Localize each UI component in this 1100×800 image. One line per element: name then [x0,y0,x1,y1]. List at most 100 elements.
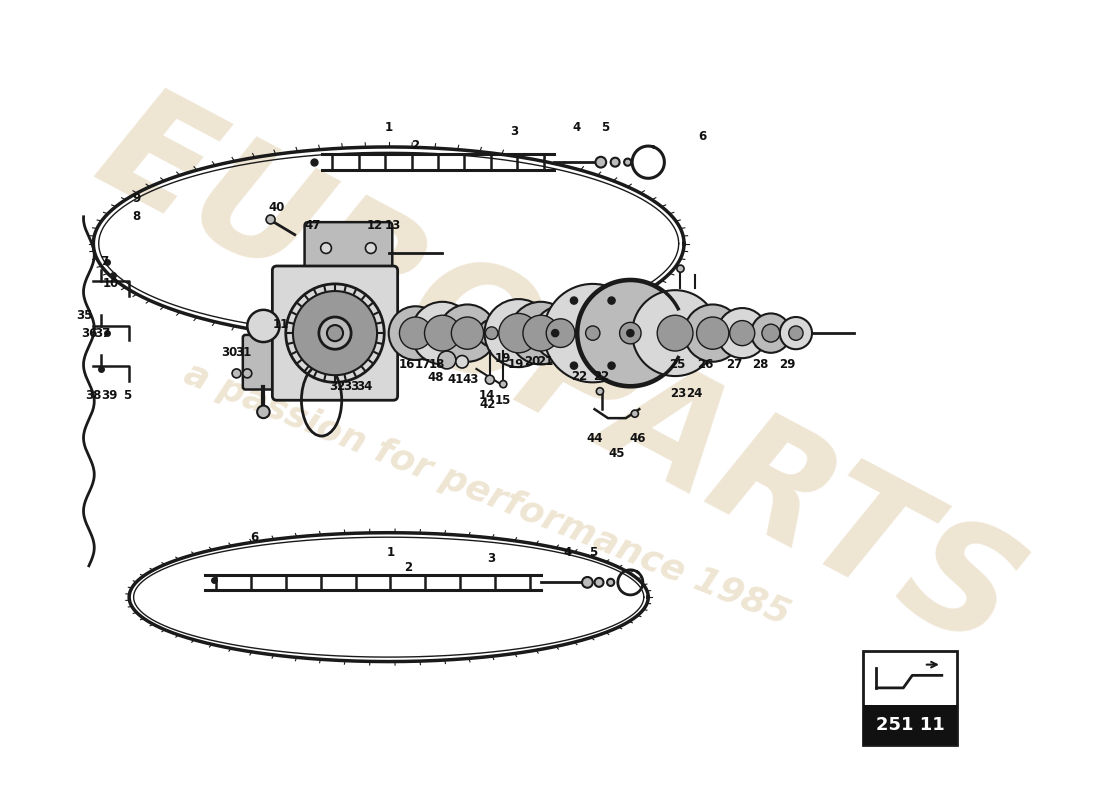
Circle shape [522,315,559,351]
Text: 5: 5 [123,390,132,402]
Text: 26: 26 [697,358,714,371]
Circle shape [594,578,604,587]
Text: 18: 18 [429,358,446,371]
Text: 42: 42 [478,398,495,411]
Circle shape [729,321,755,346]
Text: 4: 4 [572,121,581,134]
Text: 5: 5 [602,121,609,134]
Text: 19: 19 [507,358,524,371]
Circle shape [248,310,279,342]
Text: 6: 6 [251,530,258,544]
Text: 5: 5 [588,546,597,559]
Text: 10: 10 [103,278,120,290]
Text: 16: 16 [398,358,415,371]
Text: 27: 27 [726,358,742,371]
Circle shape [388,306,442,360]
Text: 38: 38 [85,390,101,402]
Text: a passion for performance 1985: a passion for performance 1985 [179,357,795,632]
Text: 31: 31 [235,346,252,359]
Text: 4: 4 [563,546,572,559]
Text: 47: 47 [305,219,321,232]
Circle shape [543,284,642,382]
Text: 12: 12 [367,219,384,232]
Circle shape [610,158,619,166]
Text: 9: 9 [132,192,141,206]
Bar [864,706,957,745]
Circle shape [455,355,469,368]
Circle shape [257,406,270,418]
Bar [864,651,957,745]
Text: 15: 15 [495,394,512,406]
Circle shape [789,326,803,340]
Text: 40: 40 [268,202,285,214]
Circle shape [451,317,484,350]
Circle shape [485,375,494,384]
Text: 30: 30 [221,346,238,359]
Text: 35: 35 [76,309,92,322]
Circle shape [608,297,615,304]
Circle shape [676,265,684,272]
Circle shape [266,215,275,224]
Text: 34: 34 [356,380,373,394]
Text: 25: 25 [669,358,685,371]
Text: 11: 11 [273,318,289,330]
FancyBboxPatch shape [273,266,398,400]
Circle shape [780,317,812,350]
Circle shape [232,369,241,378]
Circle shape [595,157,606,167]
Text: 36: 36 [80,326,97,340]
Circle shape [684,305,741,362]
Text: 29: 29 [779,358,795,371]
Text: 2: 2 [411,138,419,152]
Circle shape [627,330,634,337]
FancyBboxPatch shape [243,335,284,390]
Circle shape [321,242,331,254]
Circle shape [485,327,498,339]
Circle shape [425,315,460,351]
Text: 41: 41 [448,373,464,386]
Circle shape [608,362,615,370]
Circle shape [607,578,614,586]
Text: 3: 3 [510,126,518,138]
Circle shape [293,291,377,375]
Circle shape [498,314,538,353]
Text: 6: 6 [697,130,706,142]
Text: 14: 14 [478,390,495,402]
Circle shape [365,242,376,254]
Circle shape [696,317,729,350]
FancyBboxPatch shape [305,222,393,274]
Text: 23: 23 [671,387,686,401]
Text: 33: 33 [343,380,360,394]
Circle shape [717,308,768,358]
Text: 22: 22 [571,370,587,382]
Circle shape [624,158,631,166]
Circle shape [579,282,682,385]
Circle shape [319,317,351,350]
Circle shape [411,302,474,365]
Text: 48: 48 [428,371,444,384]
Circle shape [762,324,780,342]
Text: 44: 44 [586,432,603,446]
Text: 32: 32 [330,380,345,394]
Text: 8: 8 [132,210,141,223]
Circle shape [657,315,693,351]
Text: 43: 43 [463,373,480,386]
Circle shape [571,297,578,304]
Circle shape [619,322,641,344]
Circle shape [547,318,575,347]
Circle shape [571,362,578,370]
Circle shape [243,369,252,378]
Text: 251 11: 251 11 [876,716,945,734]
Circle shape [499,381,507,388]
Circle shape [478,320,505,346]
Text: 20: 20 [524,355,540,368]
Circle shape [327,325,343,341]
Circle shape [439,305,496,362]
Text: 45: 45 [608,447,625,461]
Text: 46: 46 [629,432,646,446]
Circle shape [551,330,559,337]
Text: 24: 24 [686,387,703,401]
Text: 17: 17 [415,358,431,371]
Text: 28: 28 [752,358,768,371]
Circle shape [631,410,638,418]
